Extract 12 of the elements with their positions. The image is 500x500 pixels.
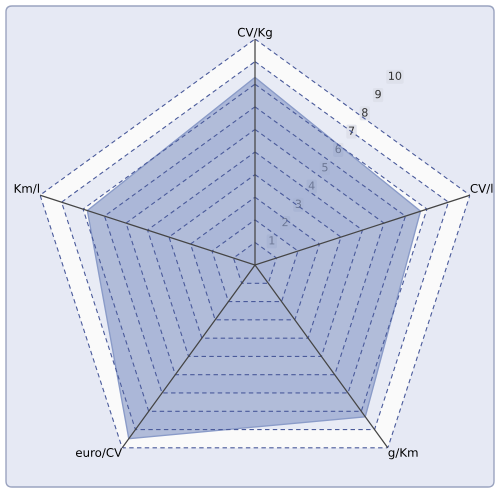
y-tick-label: 4	[308, 181, 315, 190]
spoke-label: CV/l	[470, 184, 492, 194]
spoke-label: CV/Kg	[238, 28, 272, 39]
y-tick-label: 5	[322, 163, 328, 172]
y-tick-label: 8	[362, 108, 368, 117]
y-tick-label: 2	[282, 218, 288, 226]
y-tick-label: 1	[270, 236, 274, 244]
spoke-label: euro/CV	[76, 448, 122, 458]
spoke-label: g/Km	[388, 448, 418, 460]
y-tick-label: 10	[389, 72, 402, 80]
spoke-label: Km/l	[14, 184, 39, 194]
y-tick-label: 9	[375, 90, 381, 98]
